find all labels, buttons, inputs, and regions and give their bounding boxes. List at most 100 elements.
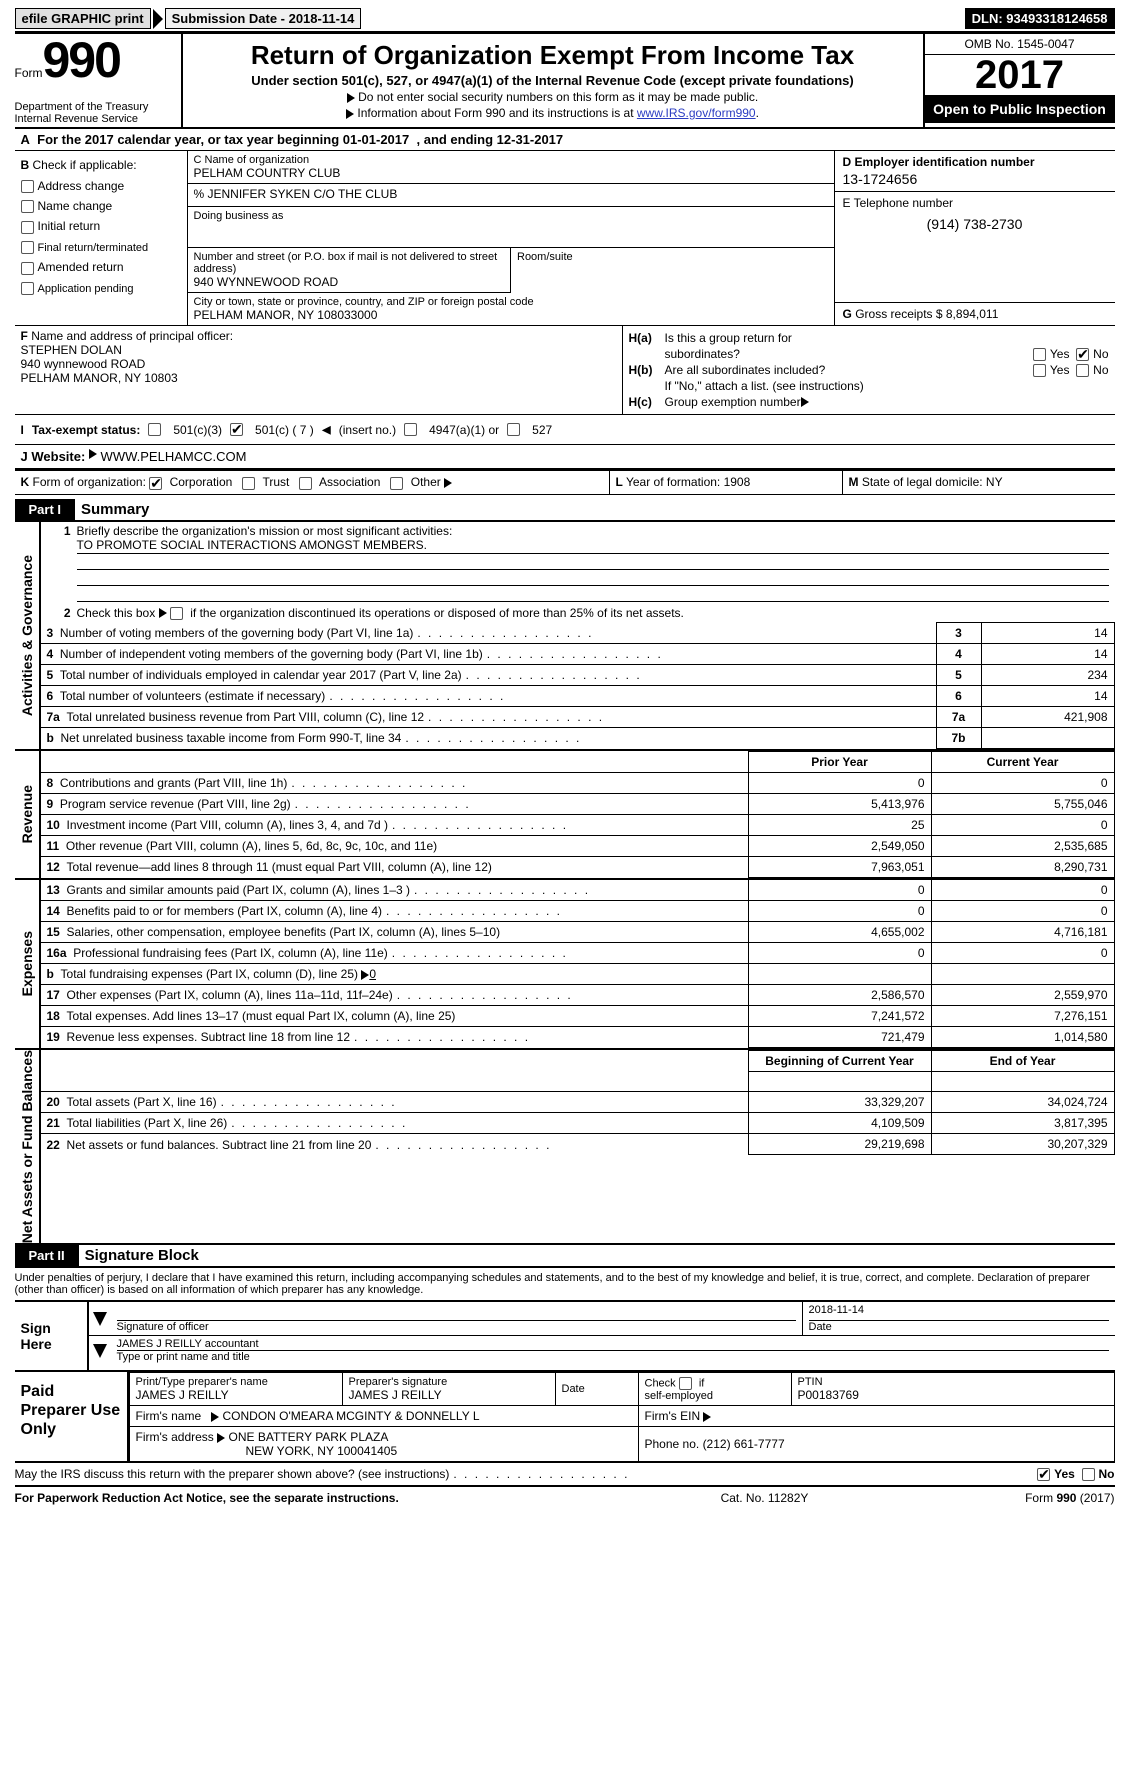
cell-f: F Name and address of principal officer:… [15, 326, 623, 414]
street-addr: 940 WYNNEWOOD ROAD [194, 275, 505, 289]
irs-discuss-row: May the IRS discuss this return with the… [15, 1463, 1115, 1485]
checkbox[interactable] [404, 423, 417, 436]
checkbox[interactable] [21, 282, 34, 295]
part1-governance: Activities & Governance 1Briefly describ… [15, 520, 1115, 749]
table-row: 14 Benefits paid to or for members (Part… [41, 900, 1115, 921]
checkbox[interactable] [170, 607, 183, 620]
checkbox[interactable] [242, 477, 255, 490]
table-row: 17 Other expenses (Part IX, column (A), … [41, 984, 1115, 1005]
firm-addr1: ONE BATTERY PARK PLAZA [229, 1430, 389, 1444]
checkbox[interactable] [1082, 1468, 1095, 1481]
dept: Department of the TreasuryInternal Reven… [15, 101, 175, 125]
arrow-icon [89, 1302, 111, 1335]
opt-corp: Corporation [170, 475, 233, 489]
table-row: 6 Total number of volunteers (estimate i… [41, 685, 1115, 706]
l1-value: TO PROMOTE SOCIAL INTERACTIONS AMONGST M… [77, 538, 1109, 554]
checkbox[interactable] [21, 221, 34, 234]
label-k: K [21, 475, 30, 489]
care-of-cell: % JENNIFER SYKEN C/O THE CLUB [188, 184, 834, 207]
tel-label: E Telephone number [843, 196, 1107, 210]
firm-addr-label: Firm's address [136, 1430, 214, 1444]
subtitle-1: Under section 501(c), 527, or 4947(a)(1)… [193, 73, 913, 88]
blank-line [77, 570, 1109, 586]
table-row: 9 Program service revenue (Part VIII, li… [41, 793, 1115, 814]
checkbox-checked[interactable] [149, 477, 162, 490]
arrow-icon [153, 9, 163, 29]
checkbox[interactable] [21, 241, 34, 254]
opt-501c3: 501(c)(3) [173, 423, 222, 437]
insert-no: (insert no.) [339, 423, 396, 437]
expenses-table: 13 Grants and similar amounts paid (Part… [41, 880, 1115, 1048]
firm-ein-label: Firm's EIN [645, 1409, 701, 1423]
col-b: B Check if applicable: Address change Na… [15, 151, 187, 325]
ha-text: Is this a group return for [665, 331, 792, 345]
row-k: K Form of organization: Corporation Trus… [15, 471, 1115, 494]
part1-expenses: Expenses 13 Grants and similar amounts p… [15, 878, 1115, 1048]
checkbox[interactable] [1076, 364, 1089, 377]
if-label: if [699, 1377, 705, 1389]
checkbox[interactable] [21, 262, 34, 275]
officer-addr1: 940 wynnewood ROAD [21, 357, 146, 371]
dba-cell: Doing business as [188, 207, 834, 248]
checkbox-checked[interactable] [1076, 348, 1089, 361]
col-c: C Name of organization PELHAM COUNTRY CL… [187, 151, 835, 325]
firm-name-label: Firm's name [136, 1409, 202, 1423]
checkbox-checked[interactable] [1037, 1468, 1050, 1481]
revenue-table: Prior YearCurrent Year 8 Contributions a… [41, 751, 1115, 878]
checkbox[interactable] [1033, 364, 1046, 377]
ein-cell: D Employer identification number 13-1724… [835, 151, 1115, 192]
table-row: 3 Number of voting members of the govern… [41, 622, 1115, 643]
table-row: 20 Total assets (Part X, line 16)33,329,… [41, 1092, 1115, 1113]
label-a: A [21, 132, 30, 147]
checkbox[interactable] [507, 423, 520, 436]
no-label: No [1093, 363, 1108, 377]
form-header: Form990 Department of the TreasuryIntern… [15, 31, 1115, 129]
irs-link[interactable]: www.IRS.gov/form990 [637, 106, 756, 120]
firm-name: CONDON O'MEARA MCGINTY & DONNELLY L [223, 1409, 480, 1423]
city-cell: City or town, state or province, country… [188, 293, 834, 325]
arrow-icon [703, 1412, 711, 1422]
opt-initial: Initial return [38, 219, 101, 233]
opt-other: Other [411, 475, 441, 489]
ptin-label: PTIN [798, 1376, 1108, 1388]
form-990-page: efile GRAPHIC print Submission Date - 20… [7, 0, 1123, 1513]
label-f: F [21, 329, 28, 343]
label-j: J [21, 449, 28, 464]
checkbox[interactable] [148, 423, 161, 436]
self-emp: self-employed [645, 1390, 713, 1402]
phone-label: Phone no. [645, 1437, 700, 1451]
grey-cell [931, 963, 1114, 984]
hb-text: Are all subordinates included? [665, 363, 1033, 377]
pp-sig: JAMES J REILLY [349, 1388, 549, 1402]
sign-here-row: Sign Here Signature of officer 2018-11-1… [15, 1302, 1115, 1372]
yes-label: Yes [1054, 1467, 1075, 1481]
vtab-revenue: Revenue [15, 751, 41, 878]
checkbox[interactable] [21, 200, 34, 213]
efile-btn[interactable]: efile GRAPHIC print [15, 8, 151, 29]
col-b-title: Check if applicable: [33, 158, 137, 172]
m-text: State of legal domicile: NY [862, 475, 1003, 489]
row-a-end: , and ending 12-31-2017 [416, 132, 563, 147]
yes-label: Yes [1050, 363, 1070, 377]
tel-val: (914) 738-2730 [843, 216, 1107, 232]
table-row: 8 Contributions and grants (Part VIII, l… [41, 772, 1115, 793]
l2-text: Check this box [77, 606, 156, 620]
part1-label: Part I [15, 499, 76, 520]
suite-label: Room/suite [517, 251, 828, 263]
part2-bar: Part II Signature Block [15, 1243, 1115, 1266]
arrow-icon [159, 608, 167, 618]
part2-body: Under penalties of perjury, I declare th… [15, 1266, 1115, 1485]
checkbox[interactable] [299, 477, 312, 490]
ein-label: D Employer identification number [843, 155, 1107, 169]
checkbox[interactable] [679, 1377, 692, 1390]
checkbox[interactable] [1033, 348, 1046, 361]
label-ha: H(a) [629, 331, 665, 345]
form-number: 990 [43, 32, 120, 88]
checkbox[interactable] [390, 477, 403, 490]
sig-date: 2018-11-14Date [802, 1302, 1115, 1335]
row-j: J Website: WWW.PELHAMCC.COM [15, 445, 1115, 471]
checkbox[interactable] [21, 180, 34, 193]
checkbox-checked[interactable] [230, 423, 243, 436]
table-row: 5 Total number of individuals employed i… [41, 664, 1115, 685]
opt-assoc: Association [319, 475, 380, 489]
